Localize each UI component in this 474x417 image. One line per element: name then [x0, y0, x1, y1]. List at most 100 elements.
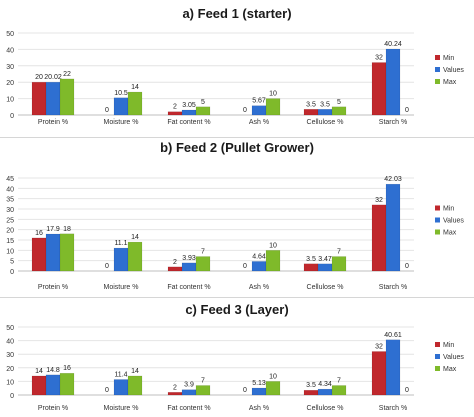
data-label: 14	[131, 368, 139, 375]
bar-min-5	[371, 351, 387, 396]
data-label: 0	[243, 387, 247, 394]
data-label: 18	[63, 226, 71, 233]
bar-values-1	[113, 379, 129, 396]
y-tick-label: 20	[6, 80, 14, 87]
data-label: 3.05	[182, 102, 196, 109]
legend-swatch-min	[435, 55, 440, 60]
bar-values-5	[385, 48, 401, 116]
bar-values-4	[317, 263, 333, 272]
y-tick-label: 10	[6, 379, 14, 386]
bar-values-3	[251, 261, 267, 272]
bar-max-3	[265, 250, 281, 272]
x-tick-label: Starch %	[379, 405, 407, 412]
data-label: 0	[243, 107, 247, 114]
bar-max-0	[59, 233, 75, 272]
legend-swatch-max	[435, 229, 440, 235]
data-label: 42.03	[384, 176, 402, 183]
y-tick-label: 0	[10, 113, 14, 120]
data-label: 10	[269, 373, 277, 380]
y-tick-label: 30	[6, 352, 14, 359]
bar-min-4	[303, 109, 319, 116]
data-label: 17.9	[46, 226, 60, 233]
bar-values-0	[45, 374, 61, 396]
x-tick-label: Ash %	[249, 405, 269, 412]
data-label: 0	[405, 107, 409, 114]
data-label: 0	[243, 263, 247, 270]
data-label: 0	[405, 387, 409, 394]
bar-max-0	[59, 78, 75, 116]
bar-max-4	[331, 385, 347, 396]
bar-values-4	[317, 388, 333, 396]
y-tick-label: 5	[10, 259, 14, 266]
data-label: 7	[337, 249, 341, 256]
x-tick-label: Cellulose %	[307, 405, 344, 412]
data-label: 2	[173, 259, 177, 266]
legend-swatch-values	[435, 354, 440, 359]
bar-max-4	[331, 256, 347, 272]
y-tick-label: 50	[6, 31, 14, 38]
bar-max-1	[127, 241, 143, 272]
data-label: 10.5	[114, 90, 128, 97]
data-label: 40.24	[384, 41, 402, 48]
data-label: 2	[173, 104, 177, 111]
bar-max-4	[331, 106, 347, 116]
bar-min-0	[31, 375, 47, 396]
data-label: 0	[105, 107, 109, 114]
y-tick-label: 45	[6, 176, 14, 183]
chart-panel-feed-3: c) Feed 3 (Layer) 0 10 20 30 40 50 14 0 2 0 3.5 32 1…	[0, 298, 474, 417]
data-label: 3.9	[184, 382, 194, 389]
chart-panel-feed-2: b) Feed 2 (Pullet Grower) 0 5 10 15 20 25 30 35…	[0, 138, 474, 296]
x-tick-label: Moisture %	[103, 405, 138, 412]
data-label: 16	[63, 365, 71, 372]
x-tick-label: Fat content %	[167, 405, 210, 412]
bar-max-2	[195, 256, 211, 272]
x-tick-label: Protein %	[38, 405, 68, 412]
legend-label: Values	[443, 218, 464, 225]
data-label: 3.5	[320, 101, 330, 108]
data-label: 5.67	[252, 98, 266, 105]
bar-min-0	[31, 237, 47, 272]
x-tick-label: Fat content %	[167, 119, 210, 126]
bar-values-2	[181, 262, 197, 272]
bar-min-0	[31, 81, 47, 116]
y-tick-label: 0	[10, 393, 14, 400]
data-label: 3.5	[306, 256, 316, 263]
bar-chart-feed-2: 051015202530354045160203.53217.911.13.93…	[6, 176, 464, 291]
panel-divider	[0, 297, 474, 298]
chart-title: b) Feed 2 (Pullet Grower)	[160, 140, 314, 155]
data-label: 10	[269, 242, 277, 249]
y-tick-label: 40	[6, 186, 14, 193]
y-tick-label: 35	[6, 197, 14, 204]
x-tick-label: Ash %	[249, 284, 269, 291]
y-tick-label: 20	[6, 366, 14, 373]
bar-min-2	[167, 392, 183, 396]
y-tick-label: 40	[6, 339, 14, 346]
bar-max-0	[59, 372, 75, 396]
legend-label: Min	[443, 342, 454, 349]
data-label: 5.13	[252, 380, 266, 387]
bar-values-1	[113, 97, 129, 116]
legend-label: Max	[443, 230, 457, 237]
bar-values-5	[385, 339, 401, 396]
bar-max-1	[127, 91, 143, 116]
y-tick-label: 30	[6, 207, 14, 214]
chart-title: a) Feed 1 (starter)	[182, 6, 292, 21]
data-label: 22	[63, 71, 71, 78]
bar-values-5	[385, 183, 401, 272]
legend-label: Values	[443, 354, 464, 361]
data-label: 32	[375, 343, 383, 350]
legend-label: Min	[443, 55, 454, 62]
x-tick-label: Starch %	[379, 284, 407, 291]
data-label: 11.1	[114, 240, 127, 247]
data-label: 5	[337, 99, 341, 106]
legend-label: Min	[443, 206, 454, 213]
data-label: 32	[375, 197, 383, 204]
x-tick-label: Moisture %	[103, 284, 138, 291]
bar-values-4	[317, 109, 333, 116]
data-label: 32	[375, 55, 383, 62]
legend-swatch-max	[435, 366, 440, 371]
x-tick-label: Moisture %	[103, 119, 138, 126]
bar-max-3	[265, 98, 281, 116]
bar-min-2	[167, 266, 183, 272]
data-label: 0	[105, 387, 109, 394]
